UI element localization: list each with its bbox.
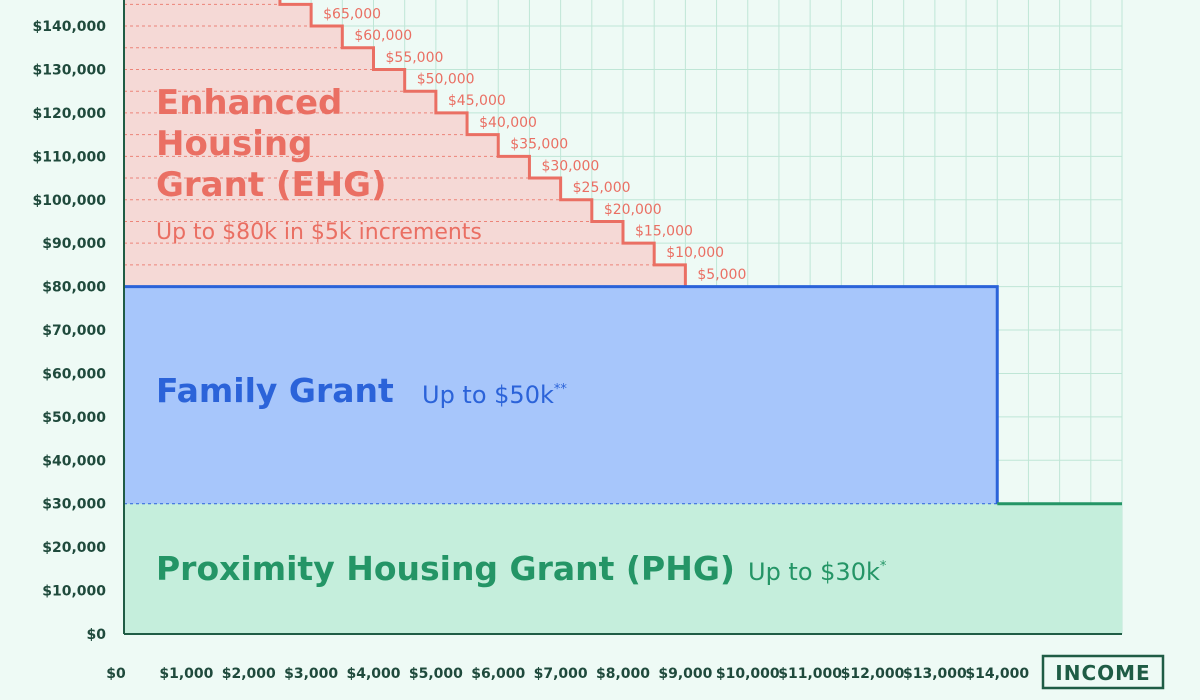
- y-tick-label: $30,000: [42, 497, 106, 513]
- ehg-step-label: $55,000: [386, 50, 444, 66]
- y-tick-label: $20,000: [42, 540, 106, 556]
- ehg-step-label: $15,000: [635, 223, 693, 239]
- family-grant-area: [124, 286, 998, 504]
- phg-area: [124, 503, 1122, 634]
- y-tick-label: $0: [87, 627, 107, 643]
- ehg-step-label: $10,000: [666, 245, 724, 261]
- x-axis-title-text: INCOME: [1055, 661, 1150, 685]
- grant-areas: [124, 0, 1122, 634]
- x-tick-label: $7,000: [534, 666, 588, 682]
- ehg-step-label: $50,000: [417, 71, 475, 87]
- family-grant-subtitle: Up to $50k**: [422, 381, 567, 409]
- ehg-subtitle: Up to $80k in $5k increments: [156, 220, 482, 245]
- y-tick-labels: $0 $10,000 $20,000 $30,000 $40,000 $50,000 $60…: [32, 19, 106, 643]
- ehg-step-label: $65,000: [323, 6, 381, 22]
- x-tick-labels: $0 $1,000 $2,000 $3,000 $4,000 $5,000 $6,000 $7…: [106, 666, 1029, 682]
- family-grant-subtitle-text: Up to $50k: [422, 381, 554, 409]
- x-tick-label: $8,000: [596, 666, 650, 682]
- y-tick-label: $60,000: [42, 366, 106, 382]
- ehg-title-line-1: Enhanced: [156, 83, 342, 123]
- ehg-step-label: $25,000: [573, 180, 631, 196]
- y-tick-label: $10,000: [42, 584, 106, 600]
- ehg-step-label: $20,000: [604, 202, 662, 218]
- y-tick-label: $110,000: [32, 149, 106, 165]
- phg-subtitle: Up to $30k*: [748, 558, 887, 586]
- ehg-area: [124, 0, 686, 287]
- ehg-step-label: $30,000: [541, 158, 599, 174]
- x-tick-label: $10,000: [716, 666, 780, 682]
- ehg-step-label: $60,000: [354, 28, 412, 44]
- x-tick-label: $2,000: [222, 666, 276, 682]
- ehg-step-label: $35,000: [510, 137, 568, 153]
- y-tick-label: $50,000: [42, 410, 106, 426]
- grant-lines: [124, 0, 1122, 506]
- x-axis-title: INCOME: [1041, 654, 1165, 690]
- ehg-step-label: $40,000: [479, 115, 537, 131]
- family-grant-title: Family Grant: [156, 371, 394, 410]
- y-tick-label: $140,000: [32, 19, 106, 35]
- y-tick-label: $100,000: [32, 193, 106, 209]
- x-tick-label: $5,000: [409, 666, 463, 682]
- ehg-step-label: $45,000: [448, 93, 506, 109]
- family-grant-line: [124, 285, 999, 504]
- y-tick-label: $70,000: [42, 323, 106, 339]
- x-tick-label: $1,000: [159, 666, 213, 682]
- phg-title: Proximity Housing Grant (PHG): [156, 549, 735, 588]
- x-tick-label: $14,000: [965, 666, 1029, 682]
- ehg-title-line-3: Grant (EHG): [156, 165, 387, 205]
- ehg-step-labels: $65,000 $60,000 $55,000 $50,000 $45,000 $40,0…: [323, 6, 746, 283]
- axes: [123, 0, 1122, 635]
- phg-subtitle-text: Up to $30k: [748, 558, 880, 586]
- x-tick-label: $11,000: [778, 666, 842, 682]
- y-tick-label: $120,000: [32, 106, 106, 122]
- ehg-step-line: [278, 0, 687, 287]
- y-tick-label: $80,000: [42, 280, 106, 296]
- y-tick-label: $40,000: [42, 453, 106, 469]
- x-axis-title-box: [1041, 654, 1165, 690]
- family-grant-footnote-mark: **: [554, 382, 568, 397]
- y-tick-label: $90,000: [42, 236, 106, 252]
- x-tick-label: $12,000: [841, 666, 905, 682]
- ehg-step-label: $5,000: [697, 267, 746, 283]
- y-tick-label: $130,000: [32, 62, 106, 78]
- x-tick-label: $0: [106, 666, 126, 682]
- x-tick-label: $9,000: [658, 666, 712, 682]
- x-tick-label: $3,000: [284, 666, 338, 682]
- ehg-title-line-2: Housing: [156, 124, 312, 164]
- x-tick-label: $13,000: [903, 666, 967, 682]
- phg-footnote-mark: *: [880, 559, 887, 574]
- x-tick-label: $6,000: [471, 666, 525, 682]
- x-tick-label: $4,000: [346, 666, 400, 682]
